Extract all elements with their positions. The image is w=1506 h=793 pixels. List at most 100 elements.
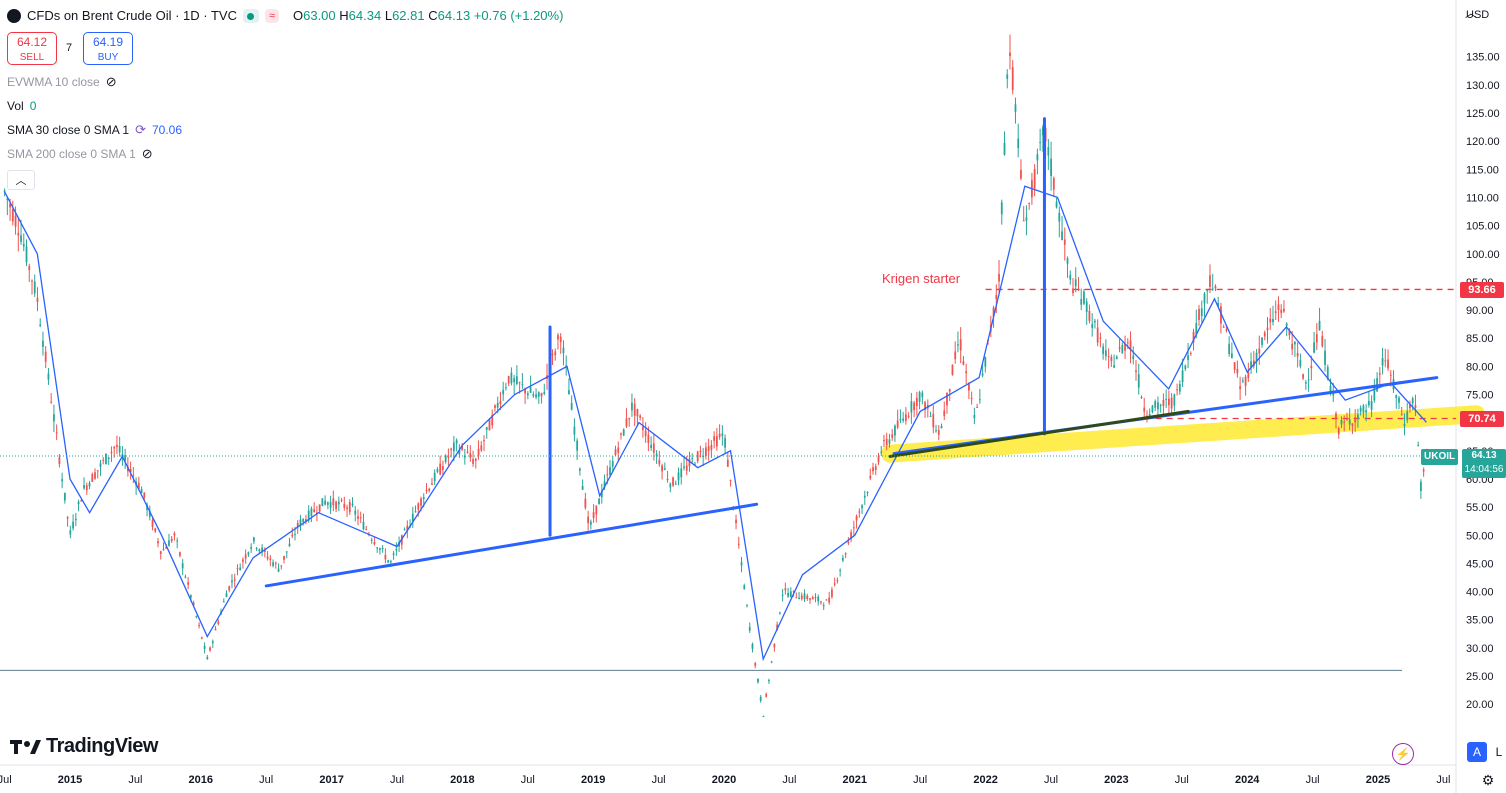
candle-body (803, 593, 806, 600)
chevron-up-icon: ︿ (15, 175, 27, 187)
candle-body (1389, 374, 1392, 376)
candle-body (433, 472, 436, 482)
candle-body (817, 596, 820, 602)
candle-body (707, 446, 710, 452)
tradingview-logo[interactable]: TradingView (10, 735, 158, 758)
candle-body (841, 557, 844, 561)
candle-body (53, 414, 55, 422)
sell-button[interactable]: 64.12 SELL (7, 32, 57, 65)
candle-body (332, 498, 335, 506)
auto-scale-button[interactable]: A (1467, 742, 1487, 762)
candle-body (411, 513, 414, 522)
y-tick-label: 110.00 (1466, 192, 1499, 204)
candle-body (1159, 405, 1162, 407)
candle-body (124, 455, 127, 461)
candle-body (768, 680, 770, 682)
candle-body (228, 586, 231, 591)
eye-hidden-icon[interactable]: ⊘ (105, 74, 117, 89)
candle-body (852, 527, 855, 529)
candle-body (587, 516, 590, 524)
candle-body (1367, 400, 1370, 406)
x-tick-label: Jul (1044, 774, 1058, 786)
symbol-title[interactable]: CFDs on Brent Crude Oil · 1D · TVC (27, 8, 237, 23)
candle-body (428, 488, 431, 491)
refresh-icon[interactable]: ⟳ (135, 122, 146, 137)
currency-label[interactable]: USD (1466, 9, 1490, 21)
candle-body (1014, 104, 1017, 112)
candle-body (1184, 365, 1187, 369)
buy-price: 64.19 (92, 35, 124, 49)
candle-body (392, 553, 395, 555)
eye-hidden-icon[interactable]: ⊘ (141, 146, 153, 161)
candle-body (1115, 356, 1118, 360)
chart-annotation[interactable]: Krigen starter (882, 271, 961, 286)
settings-gear-icon[interactable]: ⚙ (1481, 771, 1495, 788)
candle-body (1099, 337, 1102, 339)
indicator-volume[interactable]: Vol 0 (7, 99, 37, 113)
candle-body (1157, 402, 1159, 410)
candle-body (965, 371, 968, 374)
candle-body (883, 440, 885, 442)
candle-body (203, 645, 206, 650)
candle-body (83, 485, 85, 489)
candle-body (861, 505, 863, 509)
y-tick-label: 40.00 (1466, 587, 1494, 599)
lightning-icon[interactable]: ⚡ (1392, 743, 1414, 765)
candle-body (63, 492, 66, 501)
candle-body (217, 621, 220, 624)
candle-body (724, 438, 726, 448)
delayed-data-icon[interactable]: ≈ (264, 9, 279, 23)
chevron-up-icon[interactable]: ︿ (1464, 5, 1477, 20)
candle-body (1274, 311, 1277, 314)
candle-body (463, 455, 466, 458)
candle-body (200, 637, 203, 639)
candle-body (231, 580, 233, 583)
candle-body (696, 451, 699, 462)
candle-body (1299, 360, 1302, 367)
indicator-sma200[interactable]: SMA 200 close 0 SMA 1 ⊘ (7, 146, 153, 161)
y-tick-label: 100.00 (1466, 249, 1500, 261)
candle-body (488, 419, 491, 431)
candle-body (1277, 304, 1280, 310)
indicator-sma30[interactable]: SMA 30 close 0 SMA 1 ⟳ 70.06 (7, 122, 182, 137)
buy-button[interactable]: 64.19 BUY (83, 32, 133, 65)
trendlines (264, 117, 1439, 588)
candle-body (307, 510, 310, 521)
log-scale-button[interactable]: L (1495, 745, 1503, 759)
candle-body (77, 501, 80, 505)
candle-body (705, 447, 707, 456)
candle-body (47, 373, 50, 380)
y-tick-label: 85.00 (1466, 333, 1494, 345)
candle-body (74, 518, 77, 521)
candle-body (1302, 374, 1305, 379)
candle-body (480, 445, 483, 451)
candle-body (1244, 376, 1247, 386)
candle-body (466, 451, 469, 453)
candle-body (1028, 202, 1031, 204)
collapse-legend-button[interactable]: ︿ (7, 170, 35, 190)
candle-body (14, 215, 17, 227)
indicator-evwma[interactable]: EVWMA 10 close ⊘ (7, 74, 117, 89)
market-status-icon[interactable] (242, 9, 259, 23)
candle-body (137, 483, 140, 489)
candle-body (515, 376, 518, 384)
candle-body (992, 307, 995, 317)
candle-body (425, 490, 428, 492)
candle-body (1357, 414, 1359, 419)
candle-body (187, 582, 190, 585)
candle-body (370, 539, 373, 541)
candle-body (600, 490, 603, 498)
candle-body (61, 479, 64, 482)
candle-body (477, 448, 480, 456)
candle-body (1066, 258, 1069, 264)
candle-body (669, 483, 672, 488)
candle-body (1313, 342, 1315, 353)
candle-body (272, 562, 274, 566)
x-tick-label: Jul (259, 774, 273, 786)
candle-body (69, 530, 72, 535)
y-tick-label: 125.00 (1466, 108, 1500, 120)
x-tick-label: 2017 (319, 774, 343, 786)
candle-body (529, 387, 532, 393)
candle-body (1280, 309, 1283, 313)
